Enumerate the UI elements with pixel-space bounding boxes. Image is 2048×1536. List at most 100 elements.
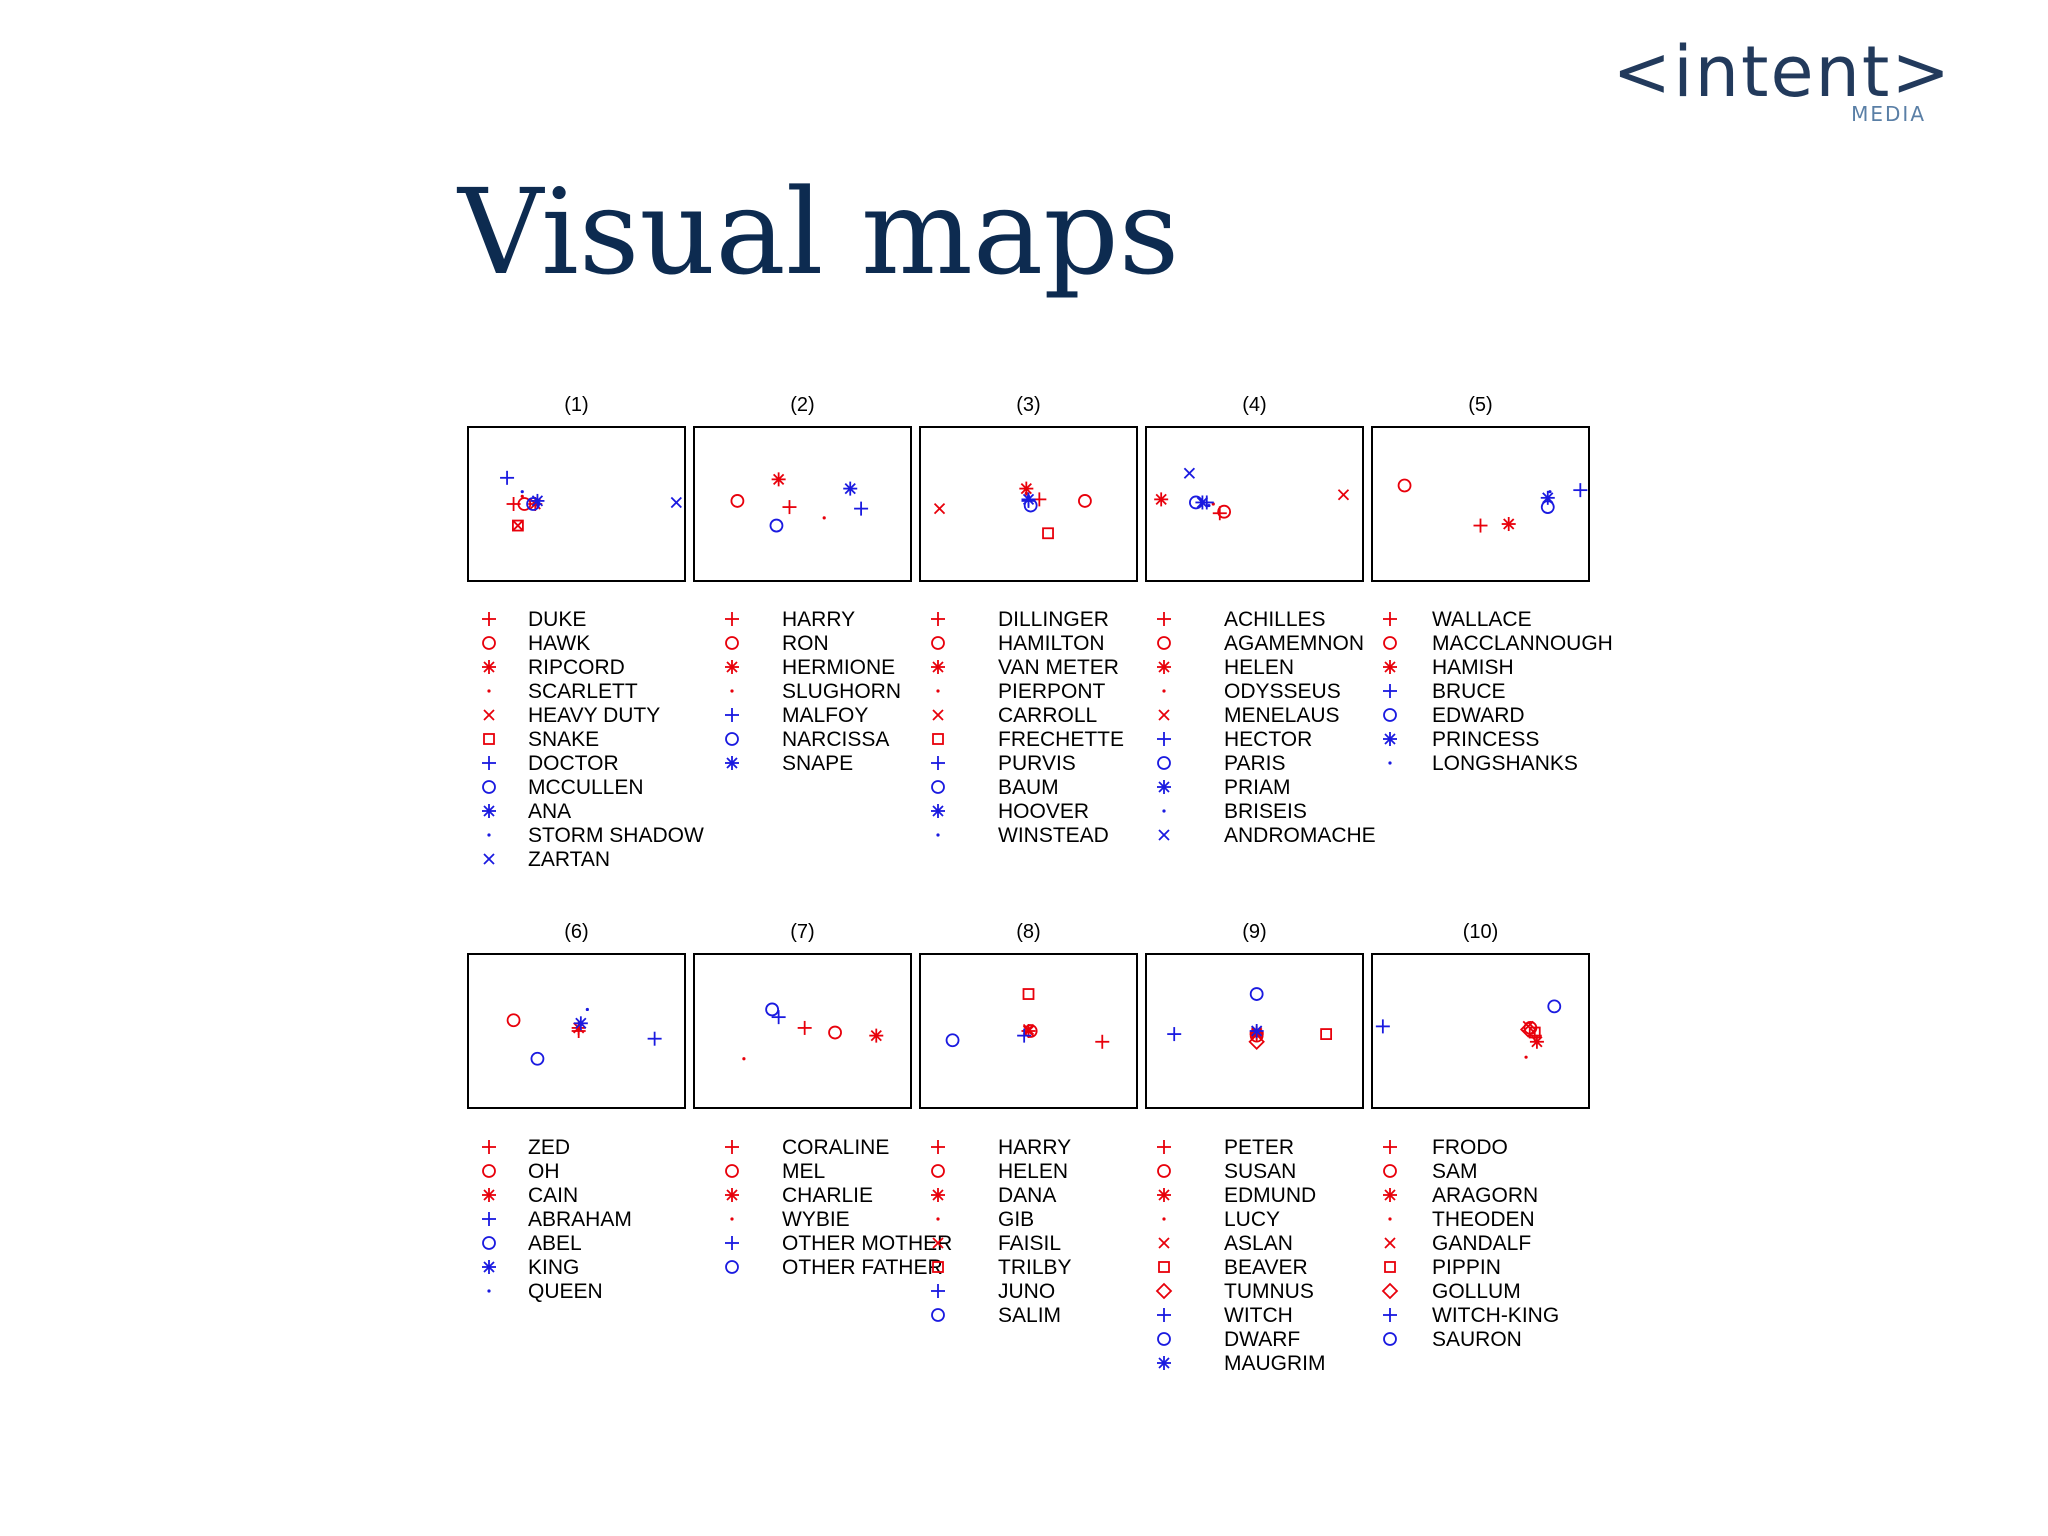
legend-marker: [932, 709, 944, 721]
legend-marker: [1388, 761, 1392, 765]
legend-label: PARIS: [1224, 752, 1285, 775]
legend-label: SLUGHORN: [782, 680, 901, 703]
legend-marker: [931, 660, 945, 674]
legend-label: MEL: [782, 1160, 825, 1183]
point-snake: [512, 519, 524, 532]
point-harry: [1095, 1034, 1110, 1049]
legend-label: FAISIL: [998, 1232, 1061, 1255]
chart-title: (3): [1016, 394, 1040, 416]
legend-label: ANDROMACHE: [1224, 824, 1376, 847]
legend-label: DUKE: [528, 608, 586, 631]
legend-marker: [931, 756, 945, 770]
legend-marker: [1158, 709, 1170, 721]
legend-marker: [932, 1261, 944, 1273]
legend-marker: [931, 1140, 945, 1154]
legend-label: ZED: [528, 1136, 570, 1159]
chart-panel-9: (9) PETERSUSANEDMUNDLUCYASLANBEAVERTUMNUS…: [1145, 921, 1364, 1375]
legend-label: HEAVY DUTY: [528, 704, 660, 727]
legend-label: PRINCESS: [1432, 728, 1539, 751]
point-salim: [945, 1033, 960, 1048]
point-winstead: [1026, 494, 1031, 498]
legend-label: BEAVER: [1224, 1256, 1308, 1279]
legend-label: WITCH-KING: [1432, 1304, 1559, 1327]
point-charlie: [869, 1028, 884, 1043]
legend-label: ASLAN: [1224, 1232, 1293, 1255]
legend-label: MENELAUS: [1224, 704, 1340, 727]
legend-label: ARAGORN: [1432, 1184, 1538, 1207]
legend-label: EDWARD: [1432, 704, 1525, 727]
chart-panel-8: (8) HARRYHELENDANAGIBFAISILTRILBYJUNOSALI…: [919, 921, 1138, 1327]
point-faisil: [1022, 1023, 1035, 1036]
legend: HARRYRONHERMIONESLUGHORNMALFOYNARCISSASN…: [725, 608, 901, 775]
legend-marker: [725, 1188, 739, 1202]
legend-marker: [725, 1236, 739, 1250]
legend-marker: [1157, 1308, 1171, 1322]
legend-marker: [1157, 636, 1171, 650]
legend-marker: [725, 708, 739, 722]
plot-frame: [467, 426, 686, 582]
point-malfoy: [854, 501, 869, 516]
legend-marker: [1162, 689, 1166, 693]
legend-label: MCCULLEN: [528, 776, 644, 799]
legend-marker: [936, 1217, 940, 1221]
point-witch: [1167, 1027, 1182, 1042]
point-mccullen: [526, 497, 540, 511]
point-narcissa: [769, 518, 784, 533]
legend-marker: [725, 1140, 739, 1154]
legend: ACHILLESAGAMEMNONHELENODYSSEUSMENELAUSHE…: [1157, 608, 1376, 847]
legend-label: NARCISSA: [782, 728, 889, 751]
legend-label: DOCTOR: [528, 752, 619, 775]
point-frechette: [1042, 527, 1054, 540]
point-hoover: [1021, 492, 1036, 507]
point-hamish: [1501, 517, 1516, 532]
point-juno: [1017, 1028, 1032, 1043]
legend-label: SNAKE: [528, 728, 599, 751]
logo-subtext: MEDIA: [1851, 102, 1926, 126]
legend-marker: [1157, 1140, 1171, 1154]
point-tumnus: [1248, 1033, 1265, 1051]
legend-marker: [1383, 612, 1397, 626]
plot-frame: [919, 953, 1138, 1109]
legend-label: MAUGRIM: [1224, 1352, 1326, 1375]
point-theoden: [1524, 1055, 1528, 1059]
legend-marker: [1157, 612, 1171, 626]
point-longshanks: [1548, 490, 1552, 494]
legend-label: BAUM: [998, 776, 1059, 799]
intent-media-logo: <intent> MEDIA: [1613, 32, 1970, 126]
plot-frame: [467, 953, 686, 1109]
legend-marker: [1383, 1164, 1397, 1178]
legend-label: WITCH: [1224, 1304, 1293, 1327]
legend-label: WALLACE: [1432, 608, 1532, 631]
point-maugrim: [1249, 1024, 1264, 1038]
point-slughorn: [822, 516, 826, 520]
legend-marker: [1157, 660, 1171, 674]
point-agamemnon: [1217, 504, 1232, 519]
legend-marker: [482, 1236, 496, 1250]
legend-label: PRIAM: [1224, 776, 1291, 799]
point-witch-king: [1375, 1019, 1390, 1034]
plot-points: [1167, 987, 1333, 1051]
legend-label: SNAPE: [782, 752, 853, 775]
plot-frame: [1145, 953, 1364, 1109]
point-queen: [585, 1007, 589, 1012]
point-dwarf: [1249, 987, 1264, 1001]
legend-label: HOOVER: [998, 800, 1089, 823]
legend-label: LONGSHANKS: [1432, 752, 1578, 775]
plot-frame: [1371, 426, 1590, 582]
legend-marker: [1383, 732, 1397, 746]
point-menelaus: [1337, 489, 1350, 501]
legend-label: HELEN: [1224, 656, 1294, 679]
chart-panel-5: (5) WALLACEMACCLANNOUGHHAMISHBRUCEEDWARDP…: [1371, 394, 1613, 775]
point-andromache: [1183, 467, 1196, 479]
point-mel: [828, 1025, 842, 1040]
legend-marker: [932, 1237, 944, 1249]
legend-label: VAN METER: [998, 656, 1119, 679]
plot-points: [1397, 478, 1588, 533]
point-wybie: [742, 1057, 746, 1061]
legend-label: ODYSSEUS: [1224, 680, 1341, 703]
point-hermione: [771, 472, 786, 487]
chart-title: (6): [564, 921, 588, 943]
legend-marker: [931, 1164, 945, 1178]
legend-marker: [1383, 708, 1397, 722]
